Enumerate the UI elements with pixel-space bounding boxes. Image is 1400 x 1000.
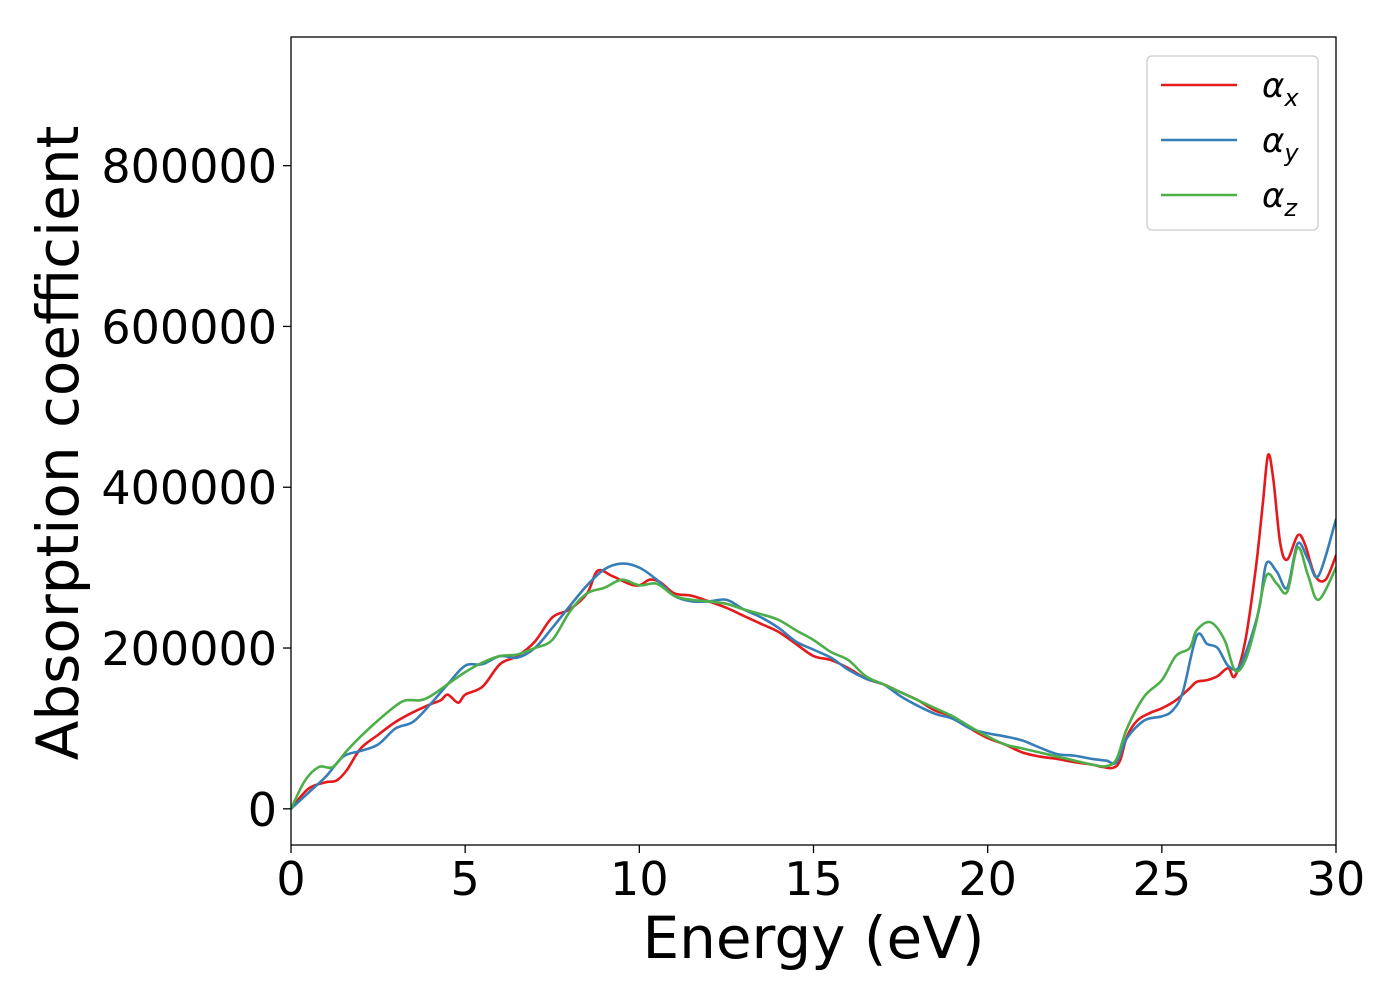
- x-axis-title: Energy (eV): [642, 904, 984, 972]
- x-tick-label: 15: [784, 852, 843, 906]
- x-tick-label: 25: [1133, 852, 1192, 906]
- x-tick-label: 0: [276, 852, 305, 906]
- y-tick-label: 200000: [101, 622, 277, 676]
- legend-label-x: αx: [1262, 66, 1299, 112]
- y-tick-label: 400000: [101, 461, 277, 515]
- series-layer: [291, 453, 1336, 811]
- x-tick-label: 5: [451, 852, 480, 906]
- series-line-z: [291, 546, 1336, 811]
- legend-box: [1146, 55, 1319, 231]
- x-tick-label: 20: [958, 852, 1017, 906]
- x-tick-label: 10: [610, 852, 669, 906]
- y-axis-title: Absorption coefficient: [24, 126, 92, 761]
- y-axis: 0 200000 400000 600000 800000: [101, 140, 291, 837]
- legend-label-z: αz: [1262, 176, 1298, 222]
- legend: αx αy αz: [1146, 55, 1319, 231]
- legend-label-y: αy: [1262, 121, 1299, 167]
- x-axis: 0 5 10 15 20 25 30: [276, 845, 1365, 906]
- y-tick-label: 800000: [101, 140, 277, 194]
- y-tick-label: 0: [248, 783, 277, 837]
- y-tick-label: 600000: [101, 300, 277, 354]
- x-tick-label: 30: [1307, 852, 1366, 906]
